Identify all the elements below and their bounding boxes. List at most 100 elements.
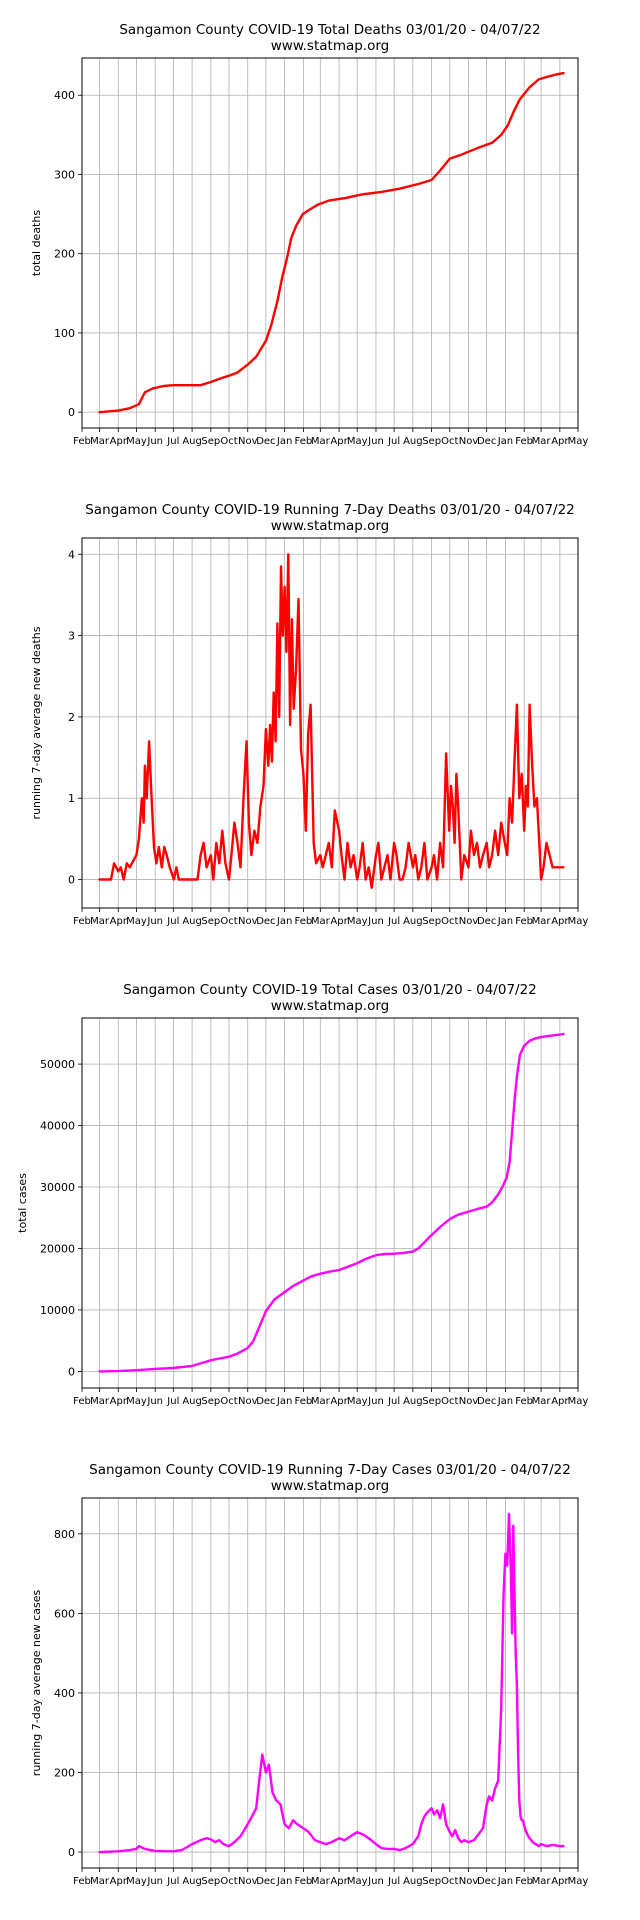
x-tick-label: May [568,436,589,447]
x-tick-label: Jan [276,436,292,447]
x-tick-label: Aug [403,916,423,927]
x-tick-label: Nov [459,1876,479,1887]
x-tick-label: Feb [295,436,313,447]
chart-subtitle: www.statmap.org [271,1478,390,1494]
x-tick-label: Mar [311,1876,331,1887]
y-tick-label: 800 [54,1528,75,1541]
x-tick-label: Sep [422,916,441,927]
y-tick-label: 200 [54,248,75,261]
x-tick-label: Dec [477,916,496,927]
x-tick-label: Oct [441,1876,458,1887]
x-tick-label: Jan [497,1876,513,1887]
x-tick-label: Mar [532,1876,552,1887]
series-line-0 [98,1032,565,1373]
x-tick-label: Apr [551,916,569,927]
x-tick-label: Feb [295,1876,313,1887]
x-tick-label: Mar [532,916,552,927]
x-tick-label: Mar [311,436,331,447]
x-tick-label: Nov [459,1396,479,1407]
x-tick-label: Feb [515,1396,533,1407]
x-tick-label: Jan [276,1876,292,1887]
x-tick-label: Feb [73,1396,91,1407]
x-tick-label: Apr [110,436,128,447]
y-axis-label: running 7-day average new deaths [30,626,43,819]
chart-subtitle: www.statmap.org [271,38,390,54]
x-tick-label: May [126,436,147,447]
x-tick-label: Dec [256,1876,275,1887]
x-tick-label: Nov [459,916,479,927]
x-tick-label: Aug [182,916,202,927]
x-tick-label: Aug [182,436,202,447]
y-tick-label: 600 [54,1607,75,1620]
y-tick-label: 400 [54,1687,75,1700]
y-tick-label: 0 [68,406,75,419]
x-tick-label: Apr [330,1876,348,1887]
y-tick-label: 20000 [40,1242,75,1255]
y-tick-label: 300 [54,168,75,181]
x-tick-label: May [568,916,589,927]
x-tick-label: May [126,916,147,927]
x-tick-label: Feb [73,1876,91,1887]
x-tick-label: Jan [497,916,513,927]
x-tick-label: Aug [403,1876,423,1887]
x-tick-label: Mar [311,1396,331,1407]
x-tick-label: Jul [166,916,179,927]
x-tick-label: May [126,1396,147,1407]
x-tick-label: Jan [497,1396,513,1407]
y-tick-label: 0 [68,874,75,887]
x-tick-label: Oct [441,1396,458,1407]
x-tick-label: Aug [182,1396,202,1407]
x-tick-label: May [568,1396,589,1407]
x-tick-label: Sep [422,1396,441,1407]
series-line-0 [98,553,565,889]
x-tick-label: May [347,1396,368,1407]
x-tick-label: Sep [201,916,220,927]
x-tick-label: Dec [477,436,496,447]
x-tick-label: Apr [330,916,348,927]
x-tick-label: Jan [276,916,292,927]
x-tick-label: May [126,1876,147,1887]
x-tick-label: Jun [367,1876,384,1887]
x-tick-label: Jul [387,1876,400,1887]
x-tick-label: Nov [238,1876,258,1887]
x-tick-label: Sep [422,436,441,447]
x-tick-label: Mar [311,916,331,927]
y-tick-label: 0 [68,1365,75,1378]
x-tick-label: Jun [367,1396,384,1407]
x-tick-label: Sep [201,436,220,447]
y-tick-label: 400 [54,89,75,102]
x-tick-label: Oct [441,916,458,927]
x-tick-label: Sep [201,1876,220,1887]
plot-frame [81,537,579,909]
x-tick-label: Feb [515,1876,533,1887]
y-tick-label: 3 [68,630,75,643]
y-tick-label: 4 [68,548,75,561]
x-tick-label: Jul [166,436,179,447]
x-tick-label: Nov [459,436,479,447]
series-line-0 [98,71,565,414]
x-tick-label: Jun [146,916,163,927]
x-tick-label: Jun [146,436,163,447]
x-tick-label: Mar [90,1396,110,1407]
chart-subtitle: www.statmap.org [271,518,390,534]
x-tick-label: Apr [551,436,569,447]
x-tick-label: May [347,436,368,447]
x-tick-label: Dec [477,1876,496,1887]
x-tick-label: Apr [330,1396,348,1407]
y-tick-label: 2 [68,711,75,724]
y-tick-label: 30000 [40,1181,75,1194]
x-tick-label: Jul [166,1396,179,1407]
x-tick-label: Oct [220,436,237,447]
series-line-0 [98,1512,565,1854]
x-tick-label: Jan [497,436,513,447]
x-tick-label: Jul [387,436,400,447]
x-tick-label: Feb [295,916,313,927]
y-axis-label: total deaths [30,210,43,276]
x-tick-label: Mar [90,916,110,927]
plot-frame [81,1017,579,1389]
x-tick-label: Dec [477,1396,496,1407]
x-tick-label: Dec [256,1396,275,1407]
x-tick-label: Apr [330,436,348,447]
x-tick-label: Feb [73,436,91,447]
x-tick-label: Jun [367,916,384,927]
